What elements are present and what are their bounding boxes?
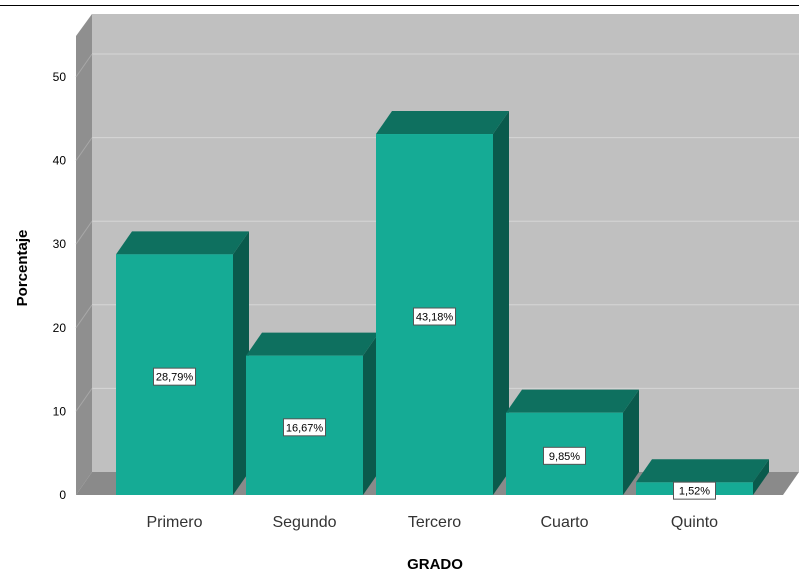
data-label: 1,52% — [679, 486, 710, 498]
data-label: 9,85% — [549, 451, 580, 463]
bar-top — [506, 389, 639, 413]
bar: 28,79% — [116, 231, 249, 495]
data-label-box — [283, 418, 326, 437]
x-axis-title: GRADO — [407, 556, 463, 573]
bar-side — [623, 389, 639, 495]
bar-top — [376, 111, 509, 135]
data-label: 16,67% — [286, 422, 324, 434]
data-label-box — [413, 307, 456, 326]
bar: 16,67% — [246, 332, 379, 495]
data-label-box — [153, 367, 196, 386]
data-label: 43,18% — [416, 312, 454, 324]
y-axis-title: Porcentaje — [14, 230, 31, 307]
bar-side — [363, 332, 379, 495]
x-axis-labels: Primero Segundo Tercero Cuarto Quinto — [146, 514, 718, 531]
y-tick-label: 0 — [59, 488, 66, 502]
y-tick-label: 50 — [53, 70, 67, 84]
bar: 43,18% — [376, 111, 509, 495]
bars: 28,79% 16,67% 43,18% 9,85% 1,52% — [116, 111, 769, 500]
gridline-side — [75, 137, 93, 161]
y-tick-label: 10 — [53, 404, 67, 418]
data-label-box — [673, 481, 716, 500]
x-tick-label: Tercero — [408, 514, 461, 531]
bar-top — [636, 459, 769, 483]
gridline-side — [75, 304, 93, 329]
bar-side — [753, 459, 769, 495]
bar-side — [493, 111, 509, 495]
top-border-line — [0, 5, 799, 6]
bar-side — [233, 231, 249, 495]
x-tick-label: Primero — [146, 514, 202, 531]
x-tick-label: Segundo — [272, 514, 336, 531]
bar: 1,52% — [636, 459, 769, 500]
y-axis-ticks: 0 10 20 30 40 50 — [53, 70, 67, 502]
gridline-side — [75, 220, 93, 245]
data-label-box — [543, 446, 586, 465]
y-tick-label: 30 — [53, 237, 67, 251]
bar: 9,85% — [506, 389, 639, 495]
y-tick-label: 40 — [53, 154, 67, 168]
x-tick-label: Quinto — [671, 514, 718, 531]
x-tick-label: Cuarto — [540, 514, 588, 531]
bar-top — [116, 231, 249, 255]
data-label: 28,79% — [156, 372, 194, 384]
gridline-side — [75, 388, 93, 412]
y-tick-label: 20 — [53, 321, 67, 335]
plot-left-wall — [76, 14, 92, 495]
gridline-side — [75, 53, 93, 78]
bar-top — [246, 332, 379, 356]
